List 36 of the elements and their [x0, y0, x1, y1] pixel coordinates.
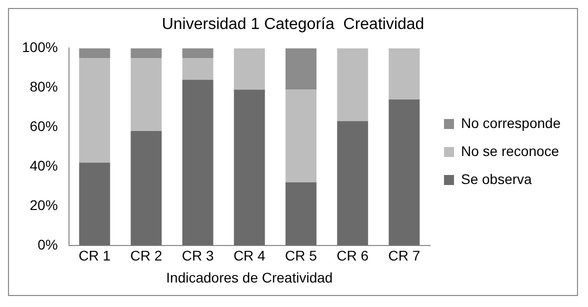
bar — [388, 48, 420, 100]
x-tick-label: CR 4 — [233, 248, 266, 264]
bar — [286, 48, 316, 90]
y-tick-label: 80% — [30, 78, 58, 94]
bar — [79, 48, 110, 58]
bar — [79, 162, 110, 246]
legend-label: No corresponde — [461, 114, 561, 131]
bar — [388, 99, 420, 246]
x-tick-label: CR 2 — [130, 248, 162, 264]
x-tick-label: CR 7 — [388, 248, 420, 264]
bar — [337, 121, 368, 246]
bar — [130, 48, 162, 58]
y-tick-label: 0% — [38, 236, 58, 252]
y-tick-label: 40% — [30, 157, 58, 174]
y-tick-label: 100% — [22, 39, 58, 56]
bar — [130, 58, 162, 132]
x-tick-label: CR 6 — [336, 248, 369, 264]
bar — [79, 58, 110, 163]
x-tick-label: CR 5 — [285, 248, 318, 264]
bar — [234, 90, 265, 246]
bar — [182, 48, 214, 58]
y-tick-label: 20% — [30, 196, 58, 213]
x-tick-label: CR 1 — [78, 248, 111, 264]
bar — [286, 90, 316, 182]
x-axis-title: Indicadores de Creatividad — [166, 269, 333, 286]
bar — [286, 182, 316, 246]
x-tick-label: CR 3 — [182, 248, 214, 264]
bar — [182, 80, 214, 246]
bar — [234, 48, 265, 90]
legend-label: No se reconoce — [461, 142, 560, 159]
chart-title: Universidad 1 Categoría Creatividad — [162, 16, 424, 34]
bar — [337, 48, 368, 122]
y-tick-label: 60% — [30, 118, 58, 134]
bar — [130, 131, 162, 246]
bar — [182, 58, 214, 80]
legend-label: Se observa — [461, 170, 532, 187]
